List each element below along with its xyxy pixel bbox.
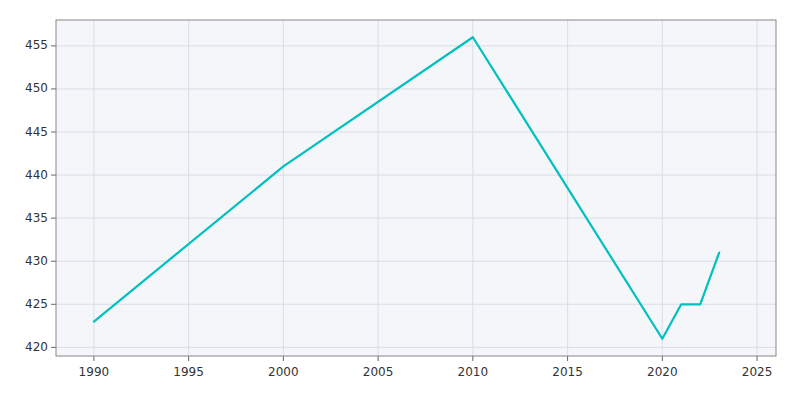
grid-line-x	[378, 20, 379, 356]
tick-label-x: 2000	[268, 365, 299, 379]
grid-line-y	[56, 304, 776, 305]
tick-mark-y	[51, 304, 56, 305]
tick-mark-x	[93, 356, 94, 361]
tick-label-y: 435	[25, 211, 48, 225]
tick-mark-y	[51, 347, 56, 348]
tick-mark-x	[378, 356, 379, 361]
grid-line-x	[757, 20, 758, 356]
tick-label-x: 2010	[458, 365, 489, 379]
tick-label-x: 1995	[173, 365, 204, 379]
tick-mark-x	[567, 356, 568, 361]
grid-line-y	[56, 132, 776, 133]
tick-label-y: 455	[25, 38, 48, 52]
data-line	[94, 37, 719, 339]
chart-container: 420 425 430 435 440 445 450 455 1990 1995 2000 2005…	[0, 0, 800, 400]
tick-mark-x	[472, 356, 473, 361]
grid-line-y	[56, 88, 776, 89]
tick-mark-y	[51, 88, 56, 89]
tick-label-x: 1990	[79, 365, 110, 379]
tick-label-y: 425	[25, 297, 48, 311]
axes: 420 425 430 435 440 445 450 455 1990 1995 2000 2005…	[25, 38, 772, 379]
plot-frame	[56, 20, 776, 356]
tick-mark-y	[51, 218, 56, 219]
tick-label-y: 450	[25, 81, 48, 95]
grid-line-y	[56, 347, 776, 348]
tick-label-y: 440	[25, 168, 48, 182]
tick-mark-y	[51, 175, 56, 176]
grid-line-y	[56, 175, 776, 176]
tick-mark-x	[662, 356, 663, 361]
grid-line-x	[283, 20, 284, 356]
grid-line-y	[56, 45, 776, 46]
grid-line-x	[93, 20, 94, 356]
grid-line-y	[56, 218, 776, 219]
tick-mark-x	[188, 356, 189, 361]
tick-label-y: 445	[25, 125, 48, 139]
tick-label-x: 2005	[363, 365, 394, 379]
grid-line-y	[56, 261, 776, 262]
grid	[56, 20, 776, 356]
plot-background	[56, 20, 776, 356]
tick-mark-y	[51, 45, 56, 46]
tick-label-x: 2020	[647, 365, 678, 379]
tick-label-y: 420	[25, 340, 48, 354]
tick-mark-y	[51, 132, 56, 133]
tick-mark-y	[51, 261, 56, 262]
tick-mark-x	[283, 356, 284, 361]
tick-mark-x	[757, 356, 758, 361]
data-group	[94, 37, 719, 339]
chart-svg: 420 425 430 435 440 445 450 455 1990 1995 2000 2005…	[0, 0, 800, 400]
tick-label-x: 2025	[742, 365, 773, 379]
grid-line-x	[188, 20, 189, 356]
grid-line-x	[472, 20, 473, 356]
tick-label-y: 430	[25, 254, 48, 268]
grid-line-x	[662, 20, 663, 356]
tick-label-x: 2015	[552, 365, 583, 379]
